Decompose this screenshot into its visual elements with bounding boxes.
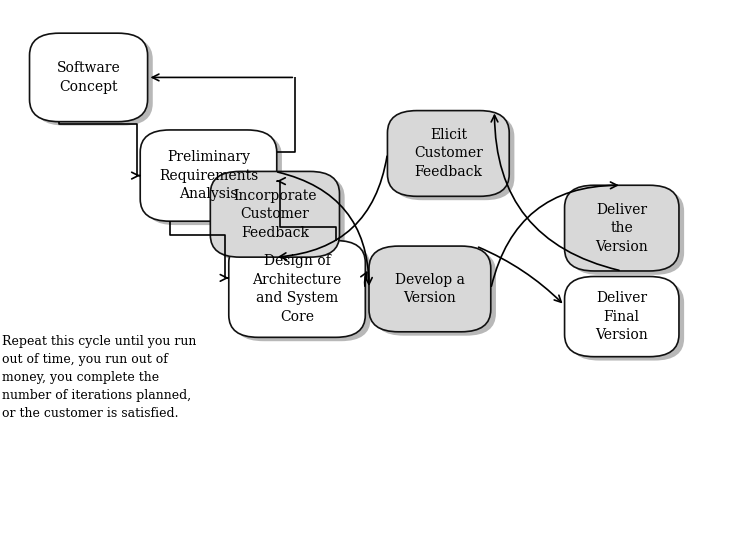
FancyBboxPatch shape <box>565 185 679 271</box>
FancyBboxPatch shape <box>215 175 345 261</box>
FancyBboxPatch shape <box>35 37 153 126</box>
Text: Incorporate
Customer
Feedback: Incorporate Customer Feedback <box>233 189 317 239</box>
FancyBboxPatch shape <box>30 33 148 122</box>
FancyBboxPatch shape <box>570 280 684 361</box>
Text: Preliminary
Requirements
Analysis: Preliminary Requirements Analysis <box>159 150 258 201</box>
FancyBboxPatch shape <box>210 171 339 257</box>
FancyBboxPatch shape <box>393 114 514 200</box>
Text: Design of
Architecture
and System
Core: Design of Architecture and System Core <box>252 254 342 324</box>
FancyBboxPatch shape <box>565 276 679 357</box>
Text: Develop a
Version: Develop a Version <box>395 273 465 305</box>
Text: Software
Concept: Software Concept <box>57 61 120 93</box>
Text: Repeat this cycle until you run
out of time, you run out of
money, you complete : Repeat this cycle until you run out of t… <box>2 335 196 420</box>
FancyBboxPatch shape <box>234 244 370 341</box>
FancyBboxPatch shape <box>369 246 491 332</box>
FancyBboxPatch shape <box>570 189 684 275</box>
FancyBboxPatch shape <box>140 130 277 221</box>
FancyBboxPatch shape <box>229 241 365 337</box>
Text: Deliver
Final
Version: Deliver Final Version <box>596 291 648 342</box>
FancyBboxPatch shape <box>387 111 509 196</box>
FancyBboxPatch shape <box>145 134 282 225</box>
FancyBboxPatch shape <box>374 250 496 336</box>
Text: Elicit
Customer
Feedback: Elicit Customer Feedback <box>414 128 483 179</box>
Text: Deliver
the
Version: Deliver the Version <box>596 203 648 253</box>
